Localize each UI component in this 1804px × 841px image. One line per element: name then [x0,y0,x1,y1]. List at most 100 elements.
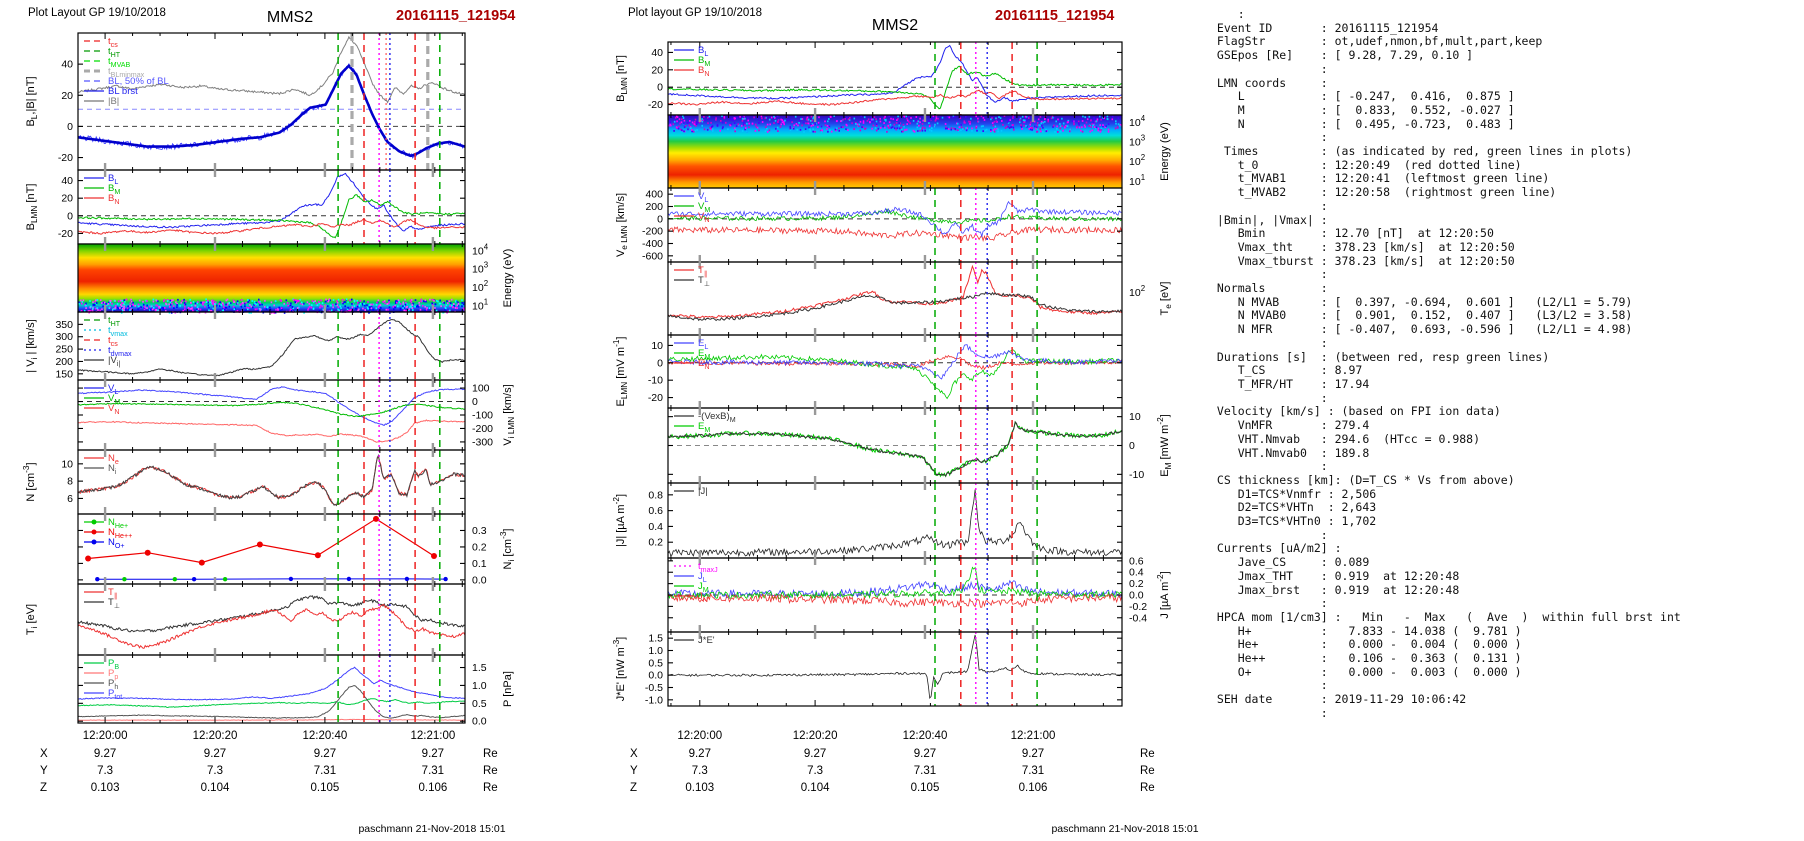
speckle [1080,129,1082,132]
speckle [168,311,171,314]
speckle [439,299,441,302]
speckle [904,129,906,131]
speckle [696,129,698,131]
speckle [225,306,228,309]
series-group [78,453,465,507]
speckle [95,299,97,302]
speckle [780,123,782,126]
speckle [94,307,97,310]
legend-label: BL [698,45,708,58]
speckle [327,300,329,303]
legend-label: tMVAB [108,56,131,69]
speckle [211,308,214,311]
y-tick-label: 0.0 [472,574,487,586]
x-tick-label: 12:20:00 [677,730,722,742]
series-E_N [668,354,1122,371]
speckle [1097,129,1099,132]
speckle [129,309,131,311]
speckle [388,306,391,309]
speckle [303,302,305,305]
speckle [184,308,186,311]
speckle [1039,127,1041,130]
ephemeris-value: 7.31 [314,765,336,777]
speckle [375,304,378,306]
speckle [691,129,693,131]
speckle [774,119,777,122]
speckle [1072,120,1075,123]
speckle [207,304,210,307]
speckle [123,305,125,308]
speckle [929,128,931,131]
speckle [417,305,420,308]
marker-lines [934,632,1038,706]
speckle [433,299,435,302]
legend-label: EM [698,421,710,434]
speckle [209,301,211,304]
speckle [748,126,750,129]
speckle [1078,126,1081,129]
y-tick-label: -1.0 [645,694,663,706]
speckle [1062,129,1064,132]
spacecraft-title: MMS2 [267,9,313,26]
marker-lines [337,380,441,450]
speckle [862,120,865,123]
speckle [236,300,239,303]
speckle [1086,118,1089,121]
speckle [690,127,692,129]
speckle [1044,120,1046,123]
speckle [356,304,359,307]
speckle [982,117,985,119]
speckle [336,301,339,304]
speckle [455,299,457,302]
speckle [992,124,995,127]
speckle [1022,119,1025,122]
y-tick-label: 150 [55,368,73,380]
speckle [1082,115,1084,118]
series-E_M [668,349,1122,400]
speckle [898,122,901,125]
speckle [78,301,81,304]
marker-lines [337,33,441,170]
ephemeris-value: 0.105 [911,782,940,794]
legend-dot [91,529,97,535]
speckle [463,301,465,304]
speckle [812,117,814,120]
speckle [363,300,365,303]
speckle [1062,122,1065,125]
panel-em-vexb: 10 0 -10 EM [mW m-2] -(VexB)MEM [667,401,1173,484]
legend-label: tmaxJ [698,561,718,574]
speckle [789,127,792,130]
speckle [1069,130,1071,133]
ephemeris-unit: Re [1140,748,1155,760]
series-group [78,386,465,443]
speckle [829,115,832,118]
speckle [412,309,414,311]
axis-label: Ni [cm-3] [499,529,516,570]
y-tick-label: 0.2 [648,537,663,549]
speckle [884,126,886,129]
speckle [454,300,457,303]
speckle [209,310,212,312]
speckle [902,130,904,133]
speckle [152,300,155,303]
legend-label: tBLminmax [108,66,145,79]
speckle [414,299,417,301]
speckle [975,127,977,129]
speckle [290,310,293,312]
speckle [801,124,803,127]
speckle [895,122,898,124]
series-J_N [668,593,1122,608]
series-B_N [78,218,465,235]
speckle [233,301,236,303]
speckle [800,118,802,120]
speckle [700,119,703,122]
speckle [960,129,962,132]
series-group [668,200,1122,242]
speckle [428,307,431,309]
y-tick-label: 0.0 [472,716,487,728]
speckle [434,307,436,309]
speckle [446,311,448,314]
legend-label: EN [698,358,709,371]
speckle [456,304,459,307]
speckle [761,121,764,123]
